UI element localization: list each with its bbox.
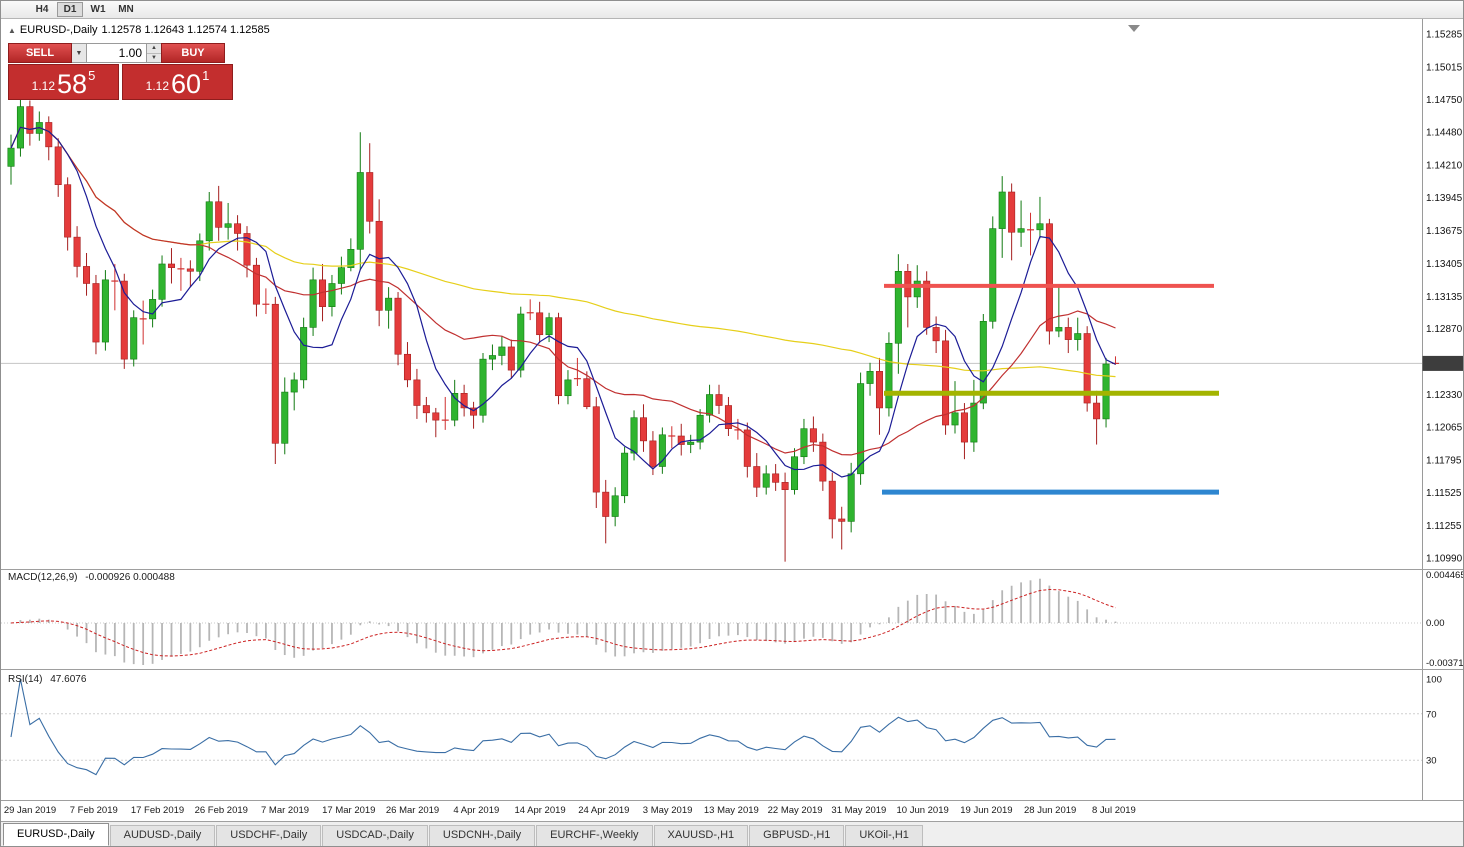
svg-text:1.15015: 1.15015 — [1426, 62, 1463, 73]
chart-tab[interactable]: USDCNH-,Daily — [428, 825, 536, 846]
chart-tab[interactable]: USDCAD-,Daily — [322, 825, 428, 846]
medium-ma-line — [10, 126, 1116, 456]
svg-text:24 Apr 2019: 24 Apr 2019 — [578, 805, 629, 816]
trade-prices-row: 1.12 58 5 1.12 60 1 — [8, 64, 234, 100]
macd-name: MACD(12,26,9) — [8, 572, 78, 583]
svg-text:1.12065: 1.12065 — [1426, 422, 1463, 433]
buy-price-sup: 1 — [202, 68, 210, 83]
macd-panel-layer — [1, 578, 1422, 665]
sell-price-big: 58 — [57, 69, 88, 100]
svg-text:70: 70 — [1426, 709, 1437, 720]
timeframe-button-mn[interactable]: MN — [118, 4, 134, 15]
svg-text:1.13135: 1.13135 — [1426, 292, 1463, 303]
one-click-trading-panel: SELL ▼ ▲ ▼ BUY 1.12 58 5 1.12 60 1 — [8, 43, 234, 100]
chart-tab[interactable]: UKOil-,H1 — [845, 825, 923, 846]
chart-tab[interactable]: AUDUSD-,Daily — [109, 825, 216, 846]
svg-text:31 May 2019: 31 May 2019 — [831, 805, 886, 816]
chart-tab[interactable]: USDCHF-,Daily — [216, 825, 322, 846]
svg-text:22 May 2019: 22 May 2019 — [768, 805, 823, 816]
svg-text:4 Apr 2019: 4 Apr 2019 — [453, 805, 499, 816]
svg-text:0.00: 0.00 — [1426, 618, 1445, 629]
volume-up-icon[interactable]: ▲ — [147, 44, 161, 54]
buy-price-display[interactable]: 1.12 60 1 — [122, 64, 233, 100]
svg-text:1.10990: 1.10990 — [1426, 554, 1463, 565]
svg-text:28 Jun 2019: 28 Jun 2019 — [1024, 805, 1076, 816]
rsi-name: RSI(14) — [8, 674, 43, 685]
svg-text:10 Jun 2019: 10 Jun 2019 — [896, 805, 948, 816]
svg-text:17 Mar 2019: 17 Mar 2019 — [322, 805, 375, 816]
rsi-indicator-label: RSI(14) 47.6076 — [8, 674, 91, 685]
svg-text:100: 100 — [1426, 675, 1442, 686]
rsi-value: 47.6076 — [50, 674, 87, 685]
timeframe-button-h4[interactable]: H4 — [35, 4, 49, 15]
svg-text:1.12330: 1.12330 — [1426, 390, 1463, 401]
current-price-badge — [1422, 355, 1463, 371]
svg-text:1.11795: 1.11795 — [1426, 455, 1462, 466]
sell-price-sup: 5 — [88, 68, 96, 83]
svg-text:26 Feb 2019: 26 Feb 2019 — [195, 805, 248, 816]
trade-controls-row: SELL ▼ ▲ ▼ BUY — [8, 43, 234, 63]
svg-text:1.13405: 1.13405 — [1426, 259, 1463, 270]
svg-text:1.14480: 1.14480 — [1426, 128, 1463, 139]
svg-text:0.004465: 0.004465 — [1426, 570, 1464, 581]
svg-text:-0.003715: -0.003715 — [1426, 658, 1464, 669]
chart-window-title: ▲ EURUSD-,Daily 1.12578 1.12643 1.12574 … — [8, 24, 270, 36]
fast-ma-line — [10, 126, 1116, 478]
volume-down-icon[interactable]: ▼ — [147, 53, 161, 62]
svg-text:1.15285: 1.15285 — [1426, 30, 1463, 41]
svg-text:17 Feb 2019: 17 Feb 2019 — [131, 805, 184, 816]
chart-tab[interactable]: EURCHF-,Weekly — [536, 825, 653, 846]
svg-text:1.14750: 1.14750 — [1426, 95, 1463, 106]
macd-indicator-label: MACD(12,26,9) -0.000926 0.000488 — [8, 572, 180, 583]
chart-canvas[interactable]: 1.15285 1.15015 1.14750 1.14480 1.14210 1.139… — [1, 19, 1464, 826]
chart-window-icon: ▲ — [8, 25, 16, 35]
svg-text:7 Mar 2019: 7 Mar 2019 — [261, 805, 309, 816]
chart-ohlc-values: 1.12578 1.12643 1.12574 1.12585 — [101, 24, 270, 36]
svg-text:30: 30 — [1426, 756, 1437, 767]
svg-text:1.14210: 1.14210 — [1426, 161, 1463, 172]
timeframe-buttons: H4 D1 W1 MN — [29, 2, 139, 17]
sell-button[interactable]: SELL — [8, 43, 72, 63]
svg-text:1.11255: 1.11255 — [1426, 521, 1462, 532]
svg-text:1.13675: 1.13675 — [1426, 226, 1463, 237]
sell-price-prefix: 1.12 — [31, 79, 56, 93]
svg-text:14 Apr 2019: 14 Apr 2019 — [514, 805, 565, 816]
volume-input[interactable] — [87, 43, 147, 63]
buy-button[interactable]: BUY — [161, 43, 225, 63]
svg-text:1.11525: 1.11525 — [1426, 488, 1462, 499]
chart-tab[interactable]: EURUSD-,Daily — [3, 823, 109, 846]
svg-text:7 Feb 2019: 7 Feb 2019 — [70, 805, 118, 816]
svg-text:26 Mar 2019: 26 Mar 2019 — [386, 805, 439, 816]
macd-signal-line — [10, 588, 1116, 657]
chart-shift-marker-icon[interactable] — [1128, 25, 1140, 32]
svg-text:1.13945: 1.13945 — [1426, 193, 1463, 204]
svg-text:19 Jun 2019: 19 Jun 2019 — [960, 805, 1012, 816]
svg-text:29 Jan 2019: 29 Jan 2019 — [4, 805, 56, 816]
sell-price-display[interactable]: 1.12 58 5 — [8, 64, 119, 100]
price-axis: 1.15285 1.15015 1.14750 1.14480 1.14210 1.139… — [1426, 30, 1464, 767]
svg-text:8 Jul 2019: 8 Jul 2019 — [1092, 805, 1136, 816]
buy-price-prefix: 1.12 — [145, 79, 170, 93]
price-chart-layer — [1, 98, 1422, 562]
svg-text:13 May 2019: 13 May 2019 — [704, 805, 759, 816]
buy-price-big: 60 — [171, 69, 202, 100]
timeframe-button-d1[interactable]: D1 — [57, 2, 83, 17]
slow-ma-line — [10, 126, 1116, 378]
chart-tabs-bar: EURUSD-,Daily AUDUSD-,Daily USDCHF-,Daily U… — [1, 821, 1463, 846]
rsi-line — [10, 678, 1116, 776]
rsi-panel-layer — [1, 678, 1422, 776]
volume-stepper[interactable]: ▲ ▼ — [147, 43, 161, 63]
timeframe-toolbar: H4 D1 W1 MN — [1, 1, 1463, 19]
volume-dropdown-icon[interactable]: ▼ — [72, 43, 87, 63]
macd-values: -0.000926 0.000488 — [85, 572, 175, 583]
chart-tab[interactable]: GBPUSD-,H1 — [749, 825, 845, 846]
chart-symbol-period: EURUSD-,Daily — [19, 24, 98, 36]
chart-tab[interactable]: XAUUSD-,H1 — [653, 825, 749, 846]
svg-text:1.12870: 1.12870 — [1426, 324, 1463, 335]
timeframe-button-w1[interactable]: W1 — [90, 4, 106, 15]
date-axis: 29 Jan 2019 7 Feb 2019 17 Feb 2019 26 Feb 2… — [4, 805, 1136, 816]
svg-text:3 May 2019: 3 May 2019 — [643, 805, 693, 816]
